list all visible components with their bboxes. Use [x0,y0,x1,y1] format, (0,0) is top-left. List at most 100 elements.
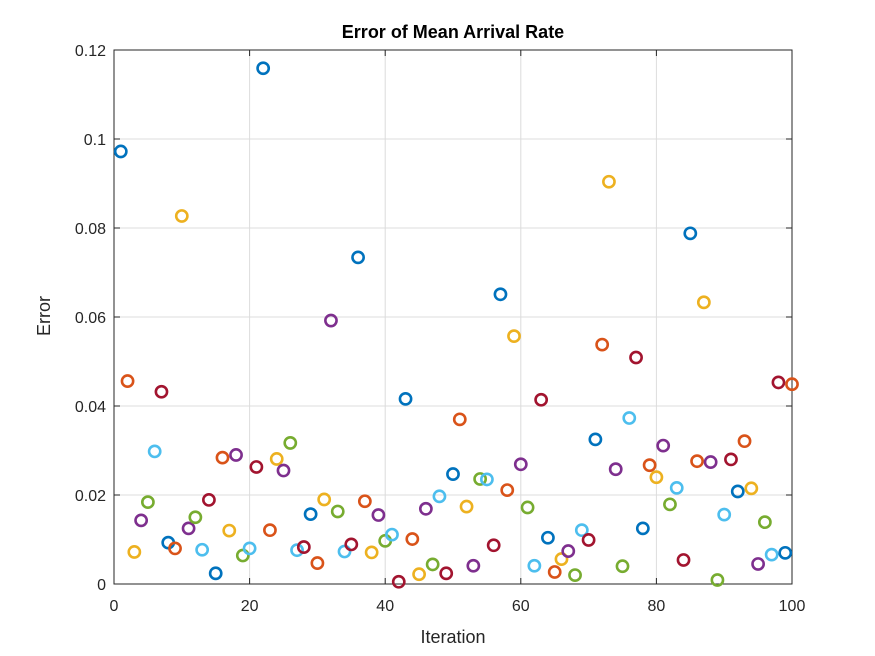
scatter-point [147,444,162,459]
y-tick-label: 0.02 [75,488,106,505]
scatter-point [283,436,298,450]
scatter-point [520,500,535,515]
scatter-point [324,313,338,328]
scatter-point [371,508,386,522]
scatter-point [608,462,623,477]
scatter-point [127,545,142,559]
scatter-point [513,457,528,472]
scatter-point [303,507,318,522]
scatter-point [168,541,182,556]
scatter-point [663,497,677,512]
scatter-point [222,523,237,538]
scatter-point [744,481,759,496]
scatter-point [249,460,264,474]
scatter-point [229,448,243,462]
scatter-point [615,559,630,574]
scatter-point [452,412,467,427]
scatter-point [568,568,582,582]
scatter-point [120,374,135,388]
scatter-point [696,295,711,310]
scatter-point [778,545,793,560]
scatter-point [534,392,549,407]
scatter-point [215,450,230,465]
scatter-point [459,499,474,514]
scatter-point [412,567,426,582]
scatter-point [432,489,447,504]
scatter-point [479,472,494,487]
scatter-point [683,226,698,241]
y-tick-label: 0.12 [75,43,106,60]
tick-labels: 0 20 40 60 80 100 0 0.02 0.04 0.06 0.08 0.1 0.12 [75,43,806,615]
y-axis-label: Error [34,296,54,336]
scatter-point [581,533,596,547]
scatter-point [113,144,128,159]
x-tick-label: 80 [648,598,666,615]
scatter-point [351,250,365,265]
scatter-point [181,521,196,536]
scatter-point [256,61,271,76]
scatter-point [676,553,691,567]
scatter-point [290,543,304,558]
scatter-point [466,558,481,573]
scatter-point [757,515,772,530]
scatter-point [344,537,359,552]
scatter-point [385,527,399,542]
scatter-point [649,470,664,485]
scatter-point [710,573,725,587]
scatter-point [703,455,718,469]
scatter-point [195,542,210,557]
scatter-point [174,209,189,223]
scatter-point [242,541,257,556]
scatter-point [208,566,223,581]
scatter-point [622,411,637,425]
scatter-point [493,287,508,302]
scatter-point [276,463,291,478]
scatter-point [717,507,732,522]
scatter-point [235,548,250,563]
scatter-point [473,472,488,486]
scatter-point [642,458,657,473]
scatter-point [425,557,440,572]
data-points [113,61,799,589]
scatter-point [737,434,752,449]
scatter-point [405,532,420,546]
scatter-point [140,495,155,510]
scatter-point [296,540,311,554]
scatter-point [541,530,555,545]
scatter-point [771,375,786,390]
scatter-point [202,492,216,507]
y-tick-label: 0.1 [84,132,106,149]
scatter-point [486,538,501,553]
y-tick-label: 0 [97,577,106,594]
scatter-point [507,329,521,344]
y-tick-label: 0.06 [75,310,106,327]
scatter-point [188,510,203,525]
scatter-point [602,174,616,189]
scatter-point [527,558,542,573]
scatter-point [357,494,372,509]
scatter-point [629,350,643,365]
grid-layer [113,49,793,585]
scatter-point [561,544,576,558]
x-tick-label: 100 [779,598,806,615]
x-tick-label: 60 [512,598,530,615]
scatter-point [669,480,684,495]
scatter-point [263,523,277,538]
scatter-point [656,438,671,453]
y-tick-label: 0.04 [75,399,106,416]
axes-layer [113,49,793,585]
scatter-point [690,454,704,469]
scatter-point [547,565,562,579]
plot-area-frame [113,49,793,585]
scatter-point [154,384,169,399]
scatter-point [418,501,433,516]
scatter-point [574,523,589,538]
scatter-point [398,391,413,406]
scatter-point [446,467,460,481]
scatter-point [635,521,650,536]
y-tick-label: 0.08 [75,221,106,238]
scatter-point [269,452,284,466]
scatter-point [554,552,569,566]
scatter-point [724,452,738,467]
